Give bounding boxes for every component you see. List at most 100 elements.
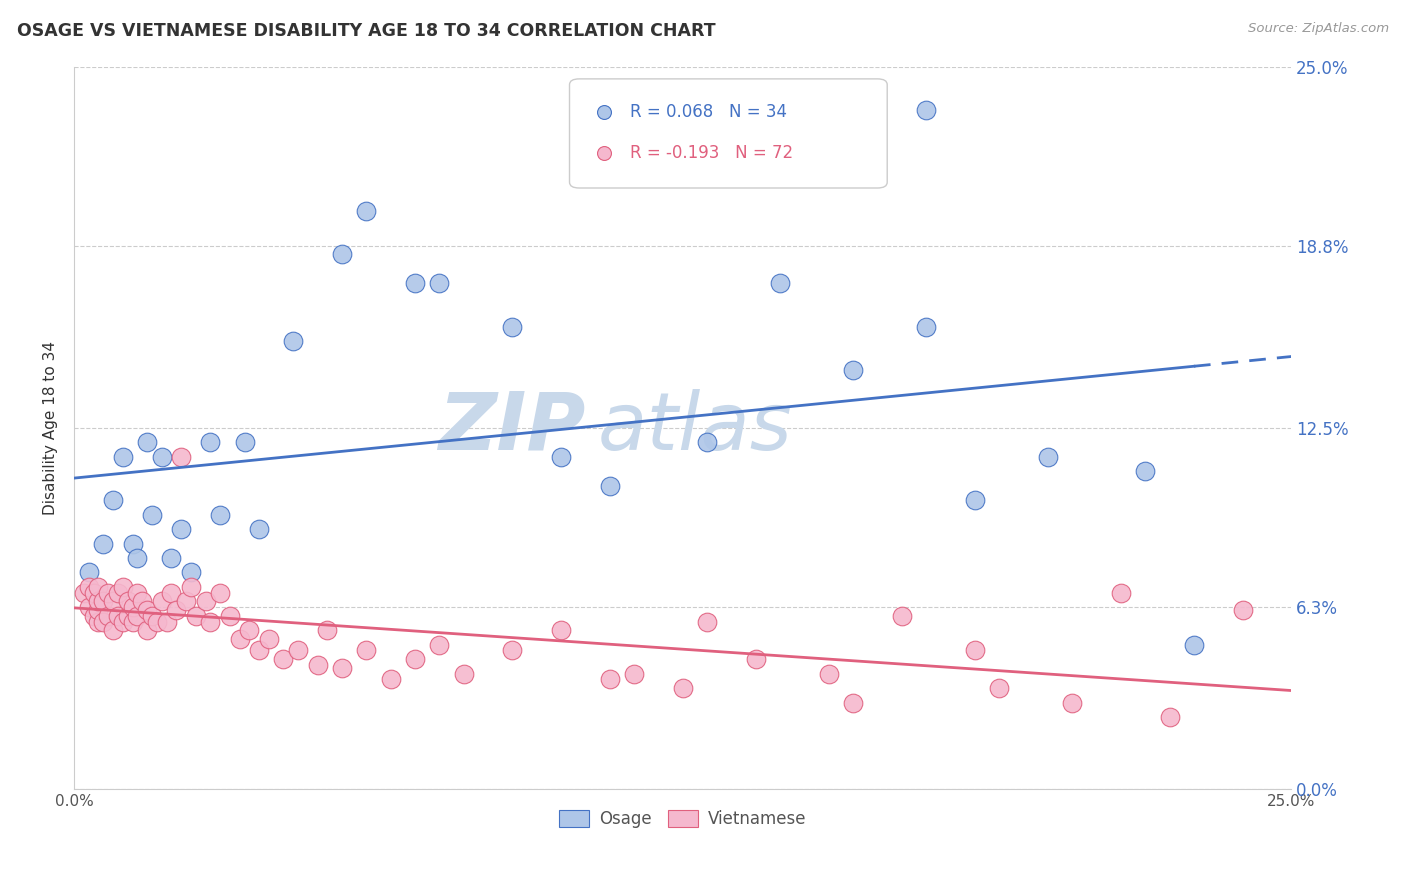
- Point: [354, 204, 377, 219]
- Point: [404, 652, 426, 666]
- Point: [91, 594, 114, 608]
- Point: [427, 638, 450, 652]
- Point: [1036, 450, 1059, 464]
- Point: [842, 696, 865, 710]
- Point: [141, 508, 163, 522]
- Point: [330, 247, 353, 261]
- Point: [247, 522, 270, 536]
- Point: [501, 319, 523, 334]
- Point: [136, 624, 159, 638]
- Point: [550, 450, 572, 464]
- Point: [1182, 638, 1205, 652]
- Point: [1232, 603, 1254, 617]
- Point: [127, 551, 149, 566]
- Text: ZIP: ZIP: [437, 389, 585, 467]
- Text: R = -0.193   N = 72: R = -0.193 N = 72: [630, 145, 793, 162]
- Point: [963, 643, 986, 657]
- Point: [194, 594, 217, 608]
- Point: [111, 580, 134, 594]
- Point: [83, 608, 105, 623]
- Point: [165, 603, 187, 617]
- Point: [219, 608, 242, 623]
- Point: [136, 435, 159, 450]
- Point: [87, 615, 110, 629]
- Point: [696, 615, 718, 629]
- Point: [180, 580, 202, 594]
- Point: [111, 615, 134, 629]
- Point: [817, 666, 839, 681]
- Point: [87, 594, 110, 608]
- Point: [988, 681, 1011, 695]
- Point: [174, 594, 197, 608]
- FancyBboxPatch shape: [569, 78, 887, 188]
- Legend: Osage, Vietnamese: Osage, Vietnamese: [553, 804, 813, 835]
- Point: [180, 566, 202, 580]
- Point: [155, 615, 177, 629]
- Point: [77, 600, 100, 615]
- Point: [842, 363, 865, 377]
- Point: [127, 585, 149, 599]
- Point: [97, 608, 120, 623]
- Point: [127, 608, 149, 623]
- Point: [160, 585, 183, 599]
- Point: [131, 594, 153, 608]
- Point: [696, 435, 718, 450]
- Point: [915, 319, 938, 334]
- Point: [330, 661, 353, 675]
- Point: [501, 643, 523, 657]
- Point: [915, 103, 938, 117]
- Point: [453, 666, 475, 681]
- Point: [91, 615, 114, 629]
- Point: [101, 493, 124, 508]
- Point: [1109, 585, 1132, 599]
- Text: R = 0.068   N = 34: R = 0.068 N = 34: [630, 103, 787, 121]
- Point: [427, 277, 450, 291]
- Point: [228, 632, 250, 646]
- Point: [117, 594, 139, 608]
- Point: [77, 580, 100, 594]
- Text: atlas: atlas: [598, 389, 792, 467]
- Point: [73, 585, 96, 599]
- Point: [745, 652, 768, 666]
- Text: OSAGE VS VIETNAMESE DISABILITY AGE 18 TO 34 CORRELATION CHART: OSAGE VS VIETNAMESE DISABILITY AGE 18 TO…: [17, 22, 716, 40]
- Point: [354, 643, 377, 657]
- Point: [963, 493, 986, 508]
- Point: [209, 585, 232, 599]
- Point: [170, 522, 193, 536]
- Point: [890, 608, 912, 623]
- Point: [107, 585, 129, 599]
- Point: [257, 632, 280, 646]
- Point: [150, 450, 173, 464]
- Point: [170, 450, 193, 464]
- Point: [769, 277, 792, 291]
- Point: [97, 585, 120, 599]
- Point: [117, 608, 139, 623]
- Point: [1062, 696, 1084, 710]
- Point: [121, 615, 143, 629]
- Text: Source: ZipAtlas.com: Source: ZipAtlas.com: [1249, 22, 1389, 36]
- Point: [599, 673, 621, 687]
- Point: [283, 334, 305, 349]
- Point: [83, 585, 105, 599]
- Point: [200, 615, 222, 629]
- Point: [599, 479, 621, 493]
- Point: [136, 603, 159, 617]
- Point: [141, 608, 163, 623]
- Point: [91, 536, 114, 550]
- Point: [1135, 464, 1157, 478]
- Point: [316, 624, 339, 638]
- Point: [87, 594, 110, 608]
- Point: [200, 435, 222, 450]
- Point: [672, 681, 695, 695]
- Y-axis label: Disability Age 18 to 34: Disability Age 18 to 34: [44, 341, 58, 515]
- Point: [1159, 710, 1181, 724]
- Point: [101, 594, 124, 608]
- Point: [238, 624, 260, 638]
- Point: [307, 657, 329, 672]
- Point: [150, 594, 173, 608]
- Point: [247, 643, 270, 657]
- Point: [87, 603, 110, 617]
- Point: [404, 277, 426, 291]
- Point: [111, 450, 134, 464]
- Point: [107, 608, 129, 623]
